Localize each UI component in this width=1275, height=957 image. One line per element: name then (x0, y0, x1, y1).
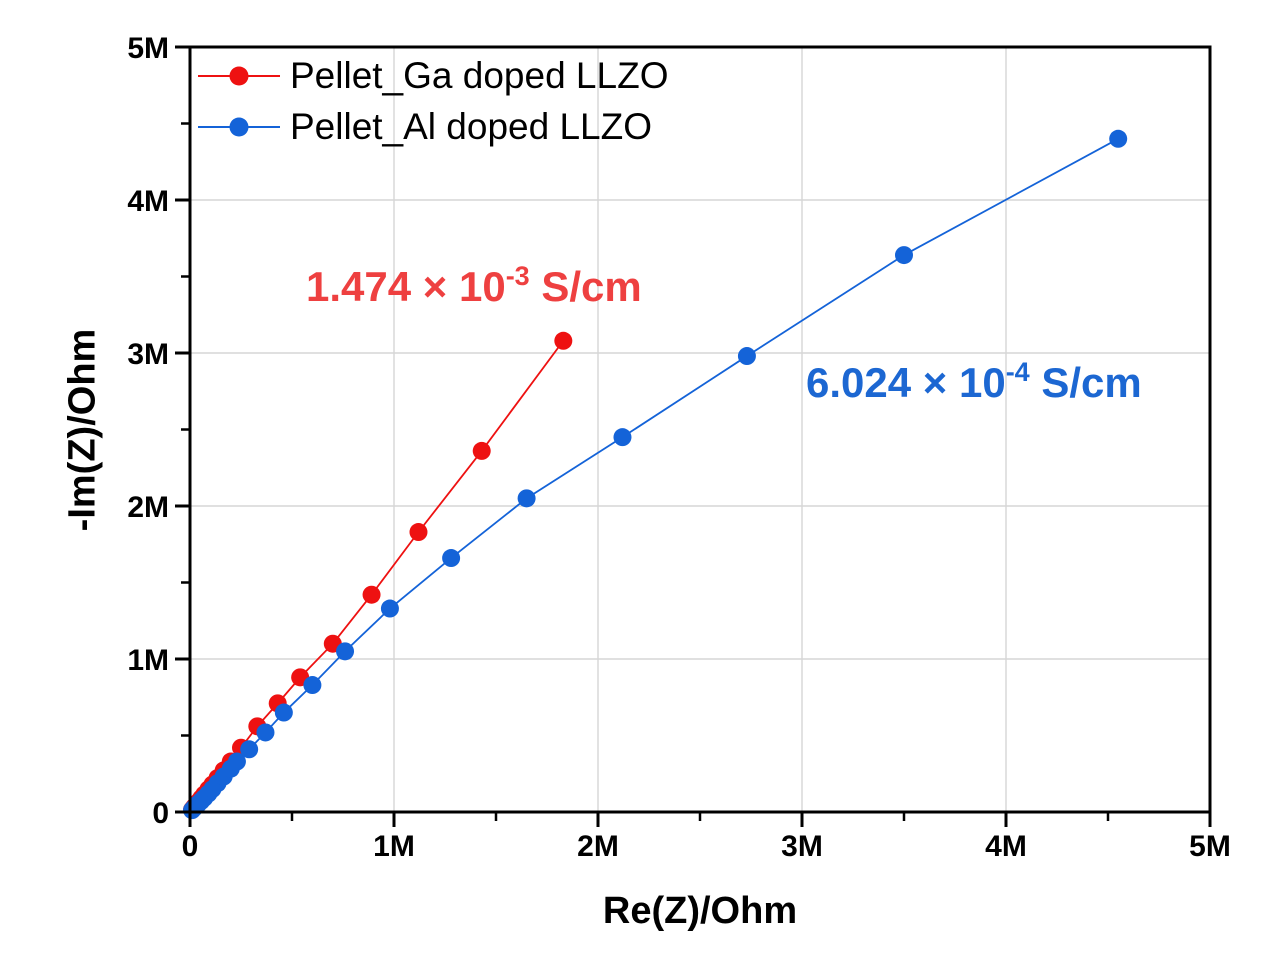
series-line-1 (191, 138, 1119, 811)
x-tick-label: 3M (781, 830, 823, 863)
y-tick-label: 3M (127, 338, 169, 371)
annotation-al-suffix: S/cm (1029, 359, 1142, 406)
y-axis-title: -Im(Z)/Ohm (61, 328, 104, 532)
x-axis-title: Re(Z)/Ohm (602, 890, 798, 932)
legend-dot-ga (229, 66, 249, 85)
legend-dot-al (229, 117, 249, 136)
data-point-marker-series-1 (1109, 129, 1128, 148)
data-point-marker-series-1 (737, 347, 756, 366)
y-tick-label: 2M (127, 491, 169, 524)
data-point-marker-series-0 (472, 441, 491, 460)
data-point-marker-series-1 (517, 489, 536, 508)
data-point-marker-series-0 (362, 585, 381, 604)
legend-label-ga: Pellet_Ga doped LLZO (290, 54, 669, 96)
annotation-al-prefix: 6.024 × 10 (806, 359, 1006, 406)
annotation-ga-prefix: 1.474 × 10 (306, 263, 506, 310)
legend-marker-ga-icon (198, 66, 280, 86)
x-tick-label: 4M (985, 830, 1027, 863)
legend-label-al: Pellet_Al doped LLZO (290, 105, 653, 147)
annotation-ga-exponent: -3 (505, 261, 530, 291)
data-point-marker-series-1 (613, 428, 632, 447)
legend-item-al-doped: Pellet_Al doped LLZO (198, 101, 668, 152)
data-point-marker-series-1 (227, 752, 246, 771)
legend-marker-al-icon (198, 117, 280, 137)
data-point-marker-series-1 (380, 599, 399, 618)
x-tick-label: 1M (373, 830, 415, 863)
data-point-marker-series-1 (336, 642, 355, 661)
data-point-marker-series-1 (274, 703, 293, 722)
legend-item-ga-doped: Pellet_Ga doped LLZO (198, 50, 668, 101)
y-tick-label: 1M (127, 644, 169, 677)
y-tick-label: 0 (152, 797, 169, 830)
data-point-marker-series-1 (442, 549, 461, 568)
y-tick-label: 4M (127, 185, 169, 218)
annotation-al-exponent: -4 (1005, 357, 1030, 387)
x-tick-label: 5M (1189, 830, 1231, 863)
series-line-0 (191, 340, 565, 811)
annotation-ga-suffix: S/cm (529, 263, 642, 310)
legend: Pellet_Ga doped LLZO Pellet_Al doped LLZ… (198, 50, 668, 152)
data-point-marker-series-0 (409, 523, 428, 542)
data-point-marker-series-1 (256, 723, 275, 742)
conductivity-annotation-al: 6.024 × 10-4 S/cm (806, 357, 1142, 412)
x-tick-label: 0 (182, 830, 199, 863)
data-point-marker-series-1 (303, 676, 322, 695)
data-point-marker-series-1 (895, 246, 913, 265)
conductivity-annotation-ga: 1.474 × 10-3 S/cm (306, 261, 642, 316)
x-tick-label: 2M (577, 830, 619, 863)
data-point-marker-series-1 (240, 740, 259, 759)
y-tick-label: 5M (127, 32, 169, 65)
data-point-marker-series-0 (554, 331, 573, 350)
plot-frame (188, 45, 1212, 814)
